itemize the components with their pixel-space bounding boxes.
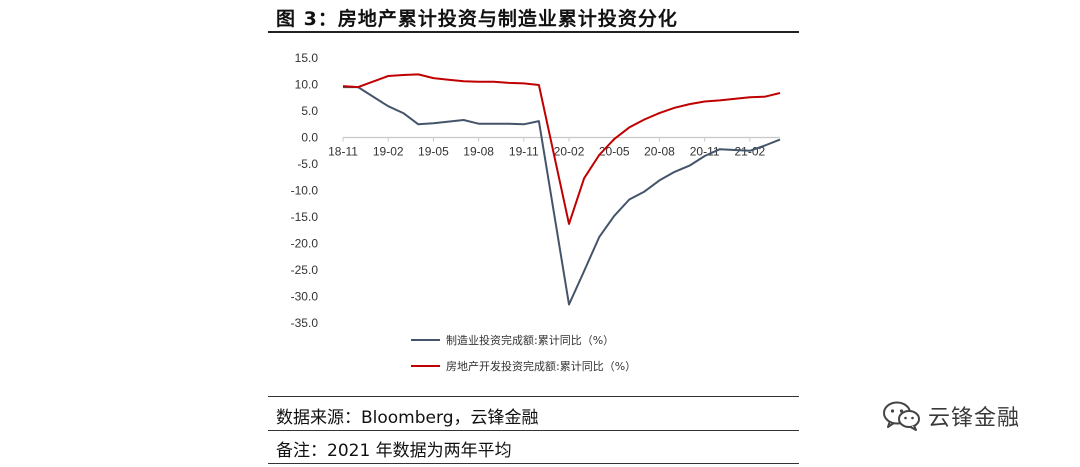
y-tick-label: -20.0: [291, 237, 319, 251]
y-tick-label: -10.0: [291, 184, 319, 198]
x-tick-label: 19-02: [373, 145, 404, 159]
y-tick-label: -15.0: [291, 210, 319, 224]
x-tick-label: 19-08: [463, 145, 494, 159]
x-tick-label: 19-05: [418, 145, 449, 159]
x-tick-label: 20-02: [554, 145, 585, 159]
y-tick-label: -35.0: [291, 316, 319, 330]
y-tick-label: 15.0: [295, 51, 319, 65]
legend-label-1: 制造业投资完成额:累计同比（%）: [446, 333, 614, 347]
remark-note: 备注：2021 年数据为两年平均: [276, 441, 512, 461]
series-line-2: [342, 73, 781, 225]
series-line-1: [343, 86, 781, 306]
y-tick-label: 10.0: [295, 78, 319, 92]
y-tick-label: -25.0: [291, 263, 319, 277]
x-tick-label: 19-11: [509, 145, 539, 159]
y-tick-label: 5.0: [301, 104, 318, 118]
series-layer: [342, 73, 781, 306]
chart-axes: 15.0 10.0 5.0 0.0 -5.0 -10.0 -15.0 -20.0 -25.0 -3…: [291, 51, 780, 330]
title-rule: [268, 31, 799, 33]
source-note: 数据来源：Bloomberg，云锋金融: [276, 408, 539, 428]
source-rule-top: [268, 396, 799, 397]
watermark: 云锋金融: [882, 400, 1020, 432]
x-tick-label: 18-11: [328, 145, 358, 159]
figure-title: 图 3：房地产累计投资与制造业累计投资分化: [276, 8, 678, 30]
wechat-icon: [883, 401, 920, 431]
y-tick-label: 0.0: [301, 131, 318, 145]
watermark-text: 云锋金融: [928, 406, 1021, 431]
x-tick-label: 20-08: [644, 145, 675, 159]
x-tick-label: 20-11: [690, 145, 720, 159]
chart-legend: 制造业投资完成额:累计同比（%） 房地产开发投资完成额:累计同比（%）: [411, 333, 636, 373]
y-tick-label: -30.0: [291, 290, 319, 304]
source-rule-middle: [268, 430, 799, 431]
y-tick-label: -5.0: [297, 157, 318, 171]
line-chart: 15.0 10.0 5.0 0.0 -5.0 -10.0 -15.0 -20.0 -25.0 -3…: [291, 51, 781, 373]
legend-label-2: 房地产开发投资完成额:累计同比（%）: [446, 359, 636, 373]
source-rule-bottom: [268, 463, 799, 464]
